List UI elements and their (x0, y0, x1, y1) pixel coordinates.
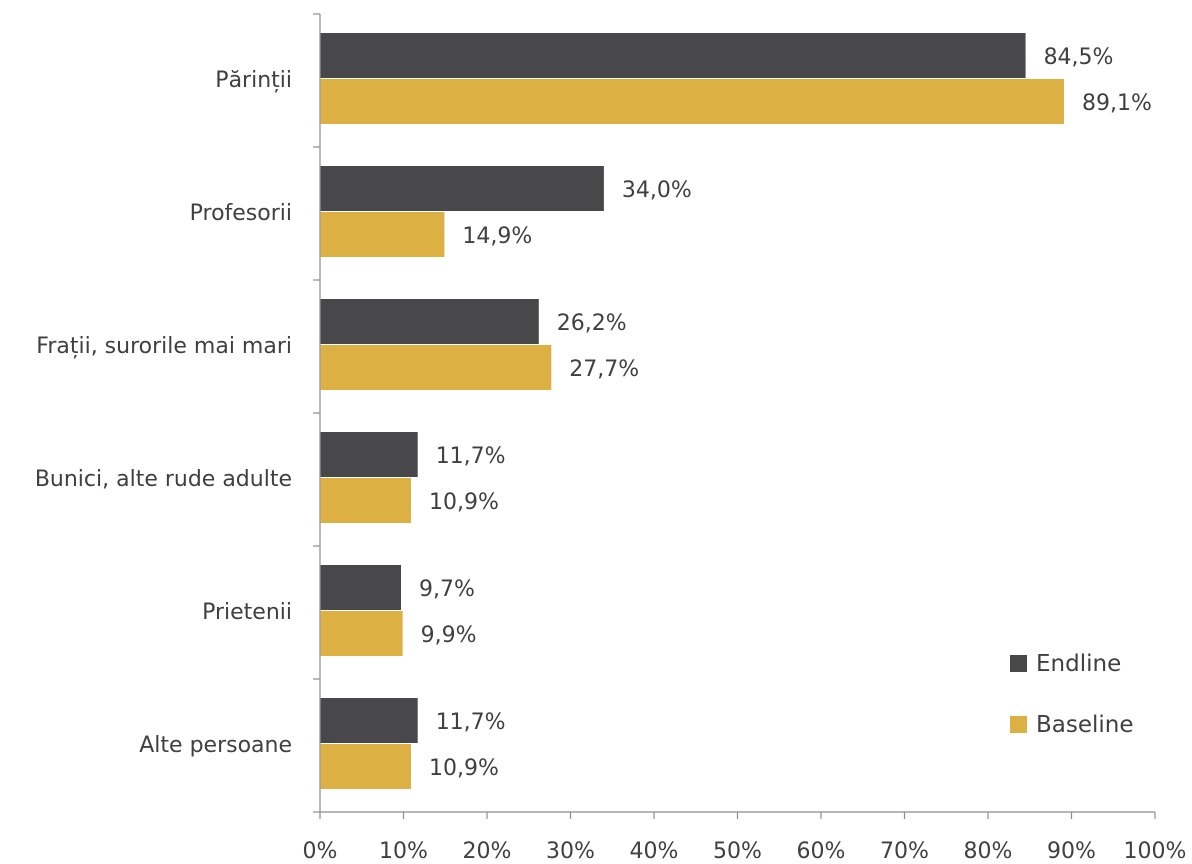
legend-label-baseline: Baseline (1036, 712, 1134, 738)
value-label: 84,5% (1044, 45, 1114, 70)
value-label: 10,9% (429, 756, 499, 781)
category-label: Părinții (215, 68, 292, 93)
bars (320, 33, 1064, 789)
bar-baseline (320, 212, 445, 257)
legend-swatch-endline (1010, 655, 1027, 672)
legend-swatch-baseline (1010, 716, 1027, 733)
category-label: Bunici, alte rude adulte (35, 467, 292, 492)
x-tick-label: 10% (379, 839, 428, 864)
x-tick-label: 20% (463, 839, 512, 864)
x-tick-label: 60% (797, 839, 846, 864)
value-label: 34,0% (622, 178, 692, 203)
x-tick-label: 40% (630, 839, 679, 864)
bar-endline (320, 432, 418, 477)
bar-endline (320, 698, 418, 743)
x-tick-label: 80% (964, 839, 1013, 864)
bar-baseline (320, 744, 412, 789)
value-label: 11,7% (436, 444, 506, 469)
category-label: Prietenii (202, 600, 292, 625)
category-label: Frații, surorile mai mari (36, 334, 292, 359)
value-label: 9,9% (421, 623, 477, 648)
value-label: 11,7% (436, 710, 506, 735)
x-tick-label: 50% (713, 839, 762, 864)
legend: Endline Baseline (1010, 651, 1134, 738)
x-tick-label: 70% (880, 839, 929, 864)
legend-label-endline: Endline (1036, 651, 1121, 677)
category-label: Profesorii (190, 201, 292, 226)
x-tick-label: 90% (1047, 839, 1096, 864)
axes: 0% 10% 20% 30% 40% 50% 60% 70% 80% 90% 100% (303, 13, 1187, 864)
bar-baseline (320, 611, 403, 656)
value-label: 14,9% (462, 224, 532, 249)
x-tick-label: 100% (1124, 839, 1187, 864)
value-label: 9,7% (419, 577, 475, 602)
value-label: 10,9% (429, 490, 499, 515)
bar-baseline (320, 345, 552, 390)
labels: Părinții 84,5% 89,1% Profesorii 34,0% 14,9% Fr… (35, 45, 1152, 781)
x-tick-label: 30% (546, 839, 595, 864)
bar-endline (320, 33, 1026, 78)
bar-baseline (320, 79, 1064, 124)
value-label: 26,2% (557, 311, 627, 336)
value-label: 89,1% (1082, 91, 1152, 116)
bar-endline (320, 166, 604, 211)
bar-baseline (320, 478, 412, 523)
bar-endline (320, 299, 539, 344)
value-label: 27,7% (569, 357, 639, 382)
bar-endline (320, 565, 401, 610)
x-tick-label: 0% (303, 839, 338, 864)
category-label: Alte persoane (139, 733, 292, 758)
